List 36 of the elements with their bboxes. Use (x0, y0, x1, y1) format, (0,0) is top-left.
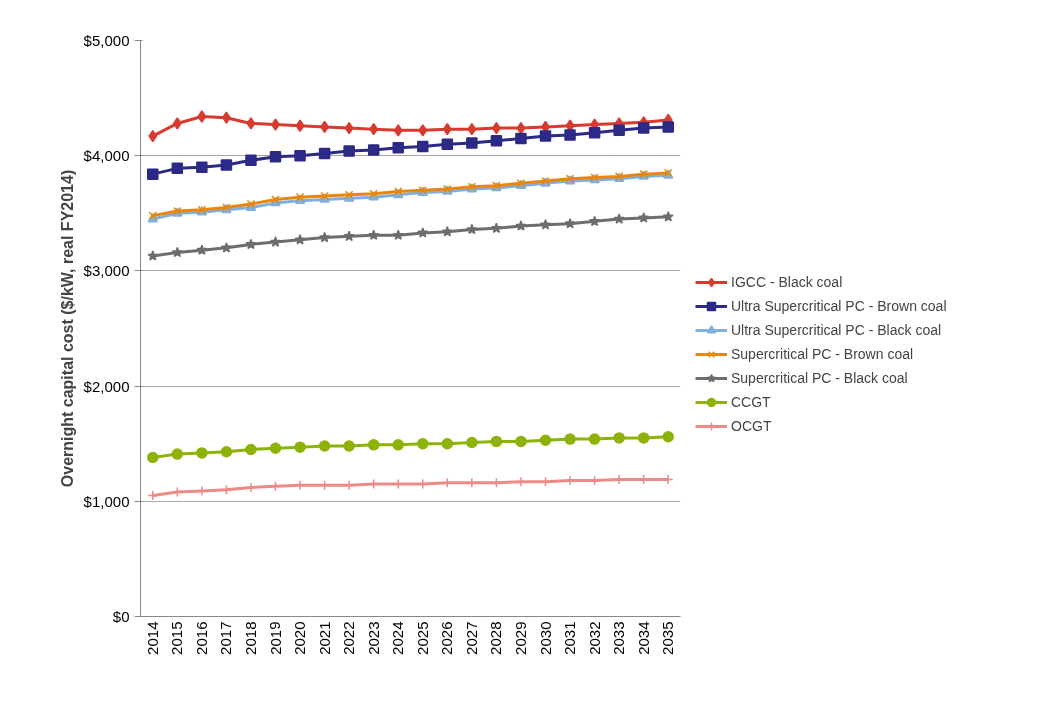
y-axis-title: Overnight capital cost ($/kW, real FY2014) (58, 169, 76, 488)
x-tick-label: 2022 (340, 621, 358, 655)
x-tick-label: 2025 (413, 621, 431, 655)
y-tick-label: $2,000 (83, 377, 130, 395)
y-tick-label: $3,000 (83, 262, 130, 280)
legend-label: Ultra Supercritical PC - Black coal (731, 322, 942, 338)
x-tick-label: 2021 (315, 621, 333, 655)
x-tick-label: 2030 (536, 621, 554, 655)
y-tick-label: $5,000 (83, 32, 130, 49)
x-tick-label: 2016 (192, 621, 210, 655)
legend-label: IGCC - Black coal (731, 274, 843, 290)
y-tick-label: $0 (112, 608, 130, 625)
x-tick-label: 2018 (241, 621, 259, 655)
y-tick-label: $1,000 (83, 492, 130, 510)
y-tick-label: $4,000 (83, 147, 130, 165)
legend-label: OCGT (731, 418, 772, 434)
x-tick-label: 2031 (561, 621, 579, 655)
x-tick-label: 2034 (634, 621, 652, 655)
x-tick-label: 2017 (217, 621, 235, 655)
x-tick-label: 2029 (511, 621, 529, 655)
legend-label: Ultra Supercritical PC - Brown coal (731, 298, 947, 314)
legend-label: Supercritical PC - Black coal (731, 370, 908, 386)
x-tick-label: 2019 (266, 621, 284, 655)
x-tick-label: 2020 (291, 621, 309, 655)
legend-label: CCGT (731, 394, 771, 410)
x-tick-label: 2015 (168, 621, 186, 655)
x-tick-label: 2032 (585, 621, 603, 655)
x-tick-label: 2035 (659, 621, 677, 655)
x-tick-label: 2033 (610, 621, 628, 655)
x-tick-label: 2027 (462, 621, 480, 655)
x-tick-label: 2023 (364, 621, 382, 655)
x-tick-label: 2026 (438, 621, 456, 655)
x-tick-label: 2014 (143, 621, 161, 655)
x-tick-label: 2028 (487, 621, 505, 655)
x-tick-label: 2024 (389, 621, 407, 655)
legend-label: Supercritical PC - Brown coal (731, 346, 914, 362)
